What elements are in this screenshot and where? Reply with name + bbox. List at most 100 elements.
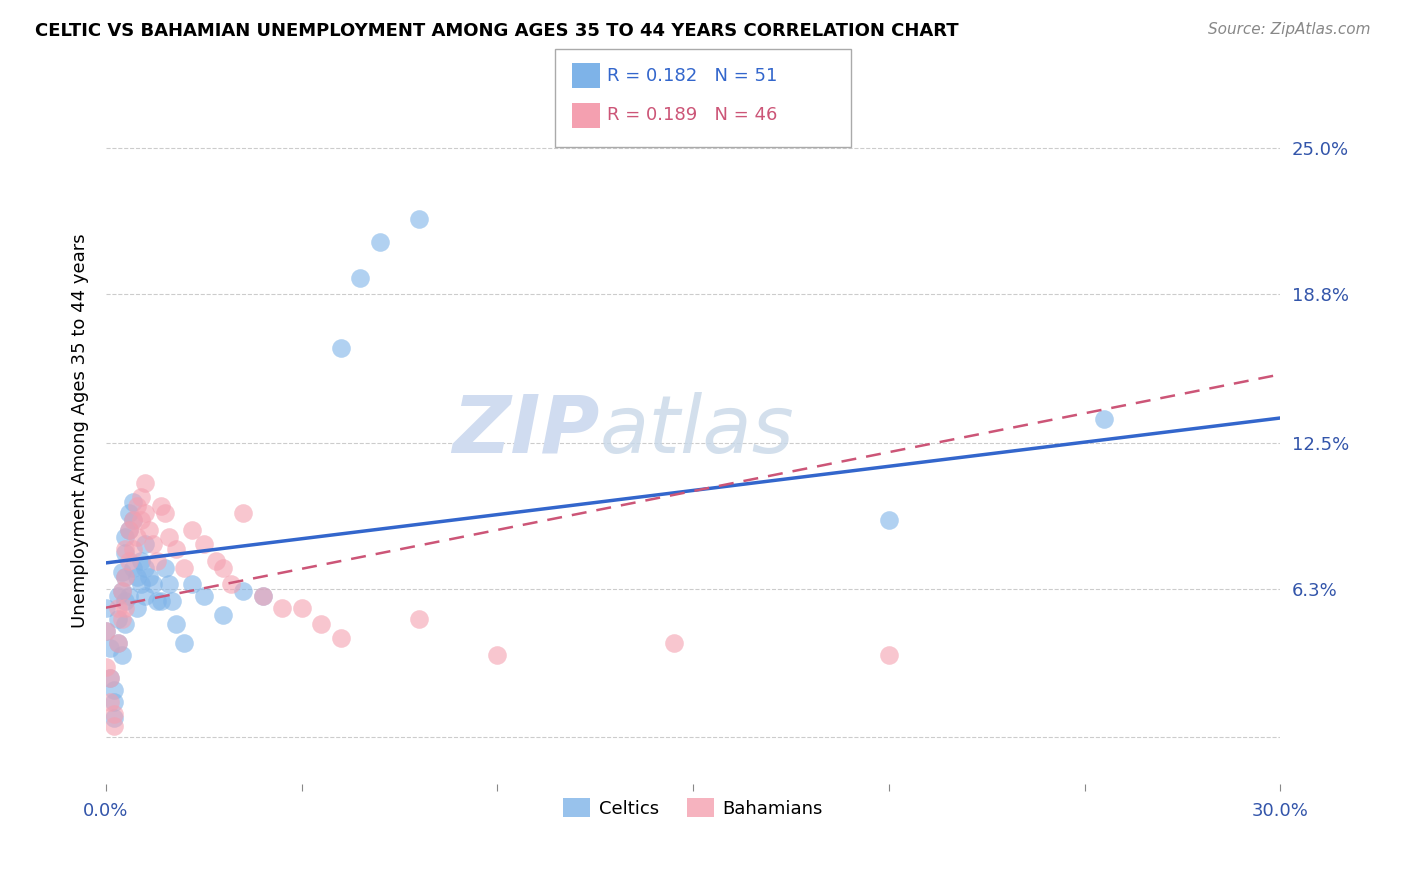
Point (114, 541, 136, 556)
Point (329, 342, 352, 356)
Text: CELTIC VS BAHAMIAN UNEMPLOYMENT AMONG AGES 35 TO 44 YEARS CORRELATION CHART: CELTIC VS BAHAMIAN UNEMPLOYMENT AMONG AG… (35, 22, 959, 40)
Point (94, 624, 117, 639)
Legend: Celtics, Bahamians: Celtics, Bahamians (555, 791, 831, 825)
Point (94, 659, 117, 673)
Y-axis label: Unemployment Among Ages 35 to 44 years: Unemployment Among Ages 35 to 44 years (72, 234, 89, 628)
Point (114, 600, 136, 615)
Point (107, 612, 129, 626)
Point (114, 617, 136, 632)
Point (181, 523, 204, 537)
Point (118, 523, 141, 537)
Point (309, 617, 332, 632)
Point (134, 507, 156, 521)
Point (98, 672, 121, 686)
Point (118, 523, 141, 537)
Point (219, 577, 242, 591)
Point (129, 514, 152, 528)
Point (149, 593, 172, 607)
Point (486, 648, 509, 662)
Point (877, 514, 900, 528)
Point (212, 607, 235, 622)
Point (122, 514, 145, 528)
Point (110, 648, 132, 662)
Point (129, 577, 152, 591)
Point (662, 636, 685, 650)
Point (142, 577, 165, 591)
Point (232, 507, 254, 521)
Point (153, 560, 176, 574)
Point (118, 507, 141, 521)
Point (127, 570, 149, 584)
Point (149, 500, 172, 514)
Point (193, 589, 215, 603)
Point (114, 530, 136, 544)
Point (107, 589, 129, 603)
Point (103, 718, 125, 732)
Point (193, 537, 215, 551)
Point (114, 546, 136, 560)
Point (877, 648, 900, 662)
Point (134, 560, 156, 574)
Point (142, 537, 165, 551)
Point (122, 494, 145, 508)
Point (127, 500, 149, 514)
Point (165, 617, 187, 632)
Point (129, 490, 152, 504)
Text: Source: ZipAtlas.com: Source: ZipAtlas.com (1208, 22, 1371, 37)
Point (129, 553, 152, 567)
Text: R = 0.189   N = 46: R = 0.189 N = 46 (607, 106, 778, 124)
Point (212, 560, 235, 574)
Point (162, 593, 184, 607)
Point (114, 570, 136, 584)
Point (98, 672, 121, 686)
Point (138, 523, 160, 537)
Point (271, 600, 294, 615)
Point (153, 507, 176, 521)
Point (408, 612, 430, 626)
Point (349, 270, 371, 285)
Point (118, 553, 141, 567)
Point (329, 632, 352, 646)
Text: atlas: atlas (599, 392, 794, 470)
Point (122, 514, 145, 528)
Point (408, 211, 430, 226)
Point (103, 695, 125, 709)
Point (107, 636, 129, 650)
Point (134, 475, 156, 490)
Point (1092, 412, 1115, 426)
Point (110, 584, 132, 599)
Point (157, 577, 180, 591)
Point (134, 537, 156, 551)
Point (122, 560, 145, 574)
Point (110, 584, 132, 599)
Point (252, 589, 274, 603)
Point (103, 711, 125, 725)
Point (94, 600, 117, 615)
Point (368, 235, 391, 250)
Point (118, 589, 141, 603)
Point (146, 593, 169, 607)
Point (127, 530, 149, 544)
Text: R = 0.182   N = 51: R = 0.182 N = 51 (607, 67, 778, 85)
Point (252, 589, 274, 603)
Point (114, 593, 136, 607)
Point (103, 706, 125, 721)
Point (98, 695, 121, 709)
Point (291, 600, 314, 615)
Point (107, 600, 129, 615)
Point (127, 600, 149, 615)
Point (134, 589, 156, 603)
Point (232, 584, 254, 599)
Point (173, 636, 195, 650)
Point (103, 683, 125, 698)
Point (146, 553, 169, 567)
Point (122, 541, 145, 556)
Point (94, 624, 117, 639)
Point (173, 560, 195, 574)
Point (114, 570, 136, 584)
Point (98, 640, 121, 655)
Point (157, 530, 180, 544)
Point (110, 612, 132, 626)
Text: ZIP: ZIP (451, 392, 599, 470)
Point (110, 566, 132, 580)
